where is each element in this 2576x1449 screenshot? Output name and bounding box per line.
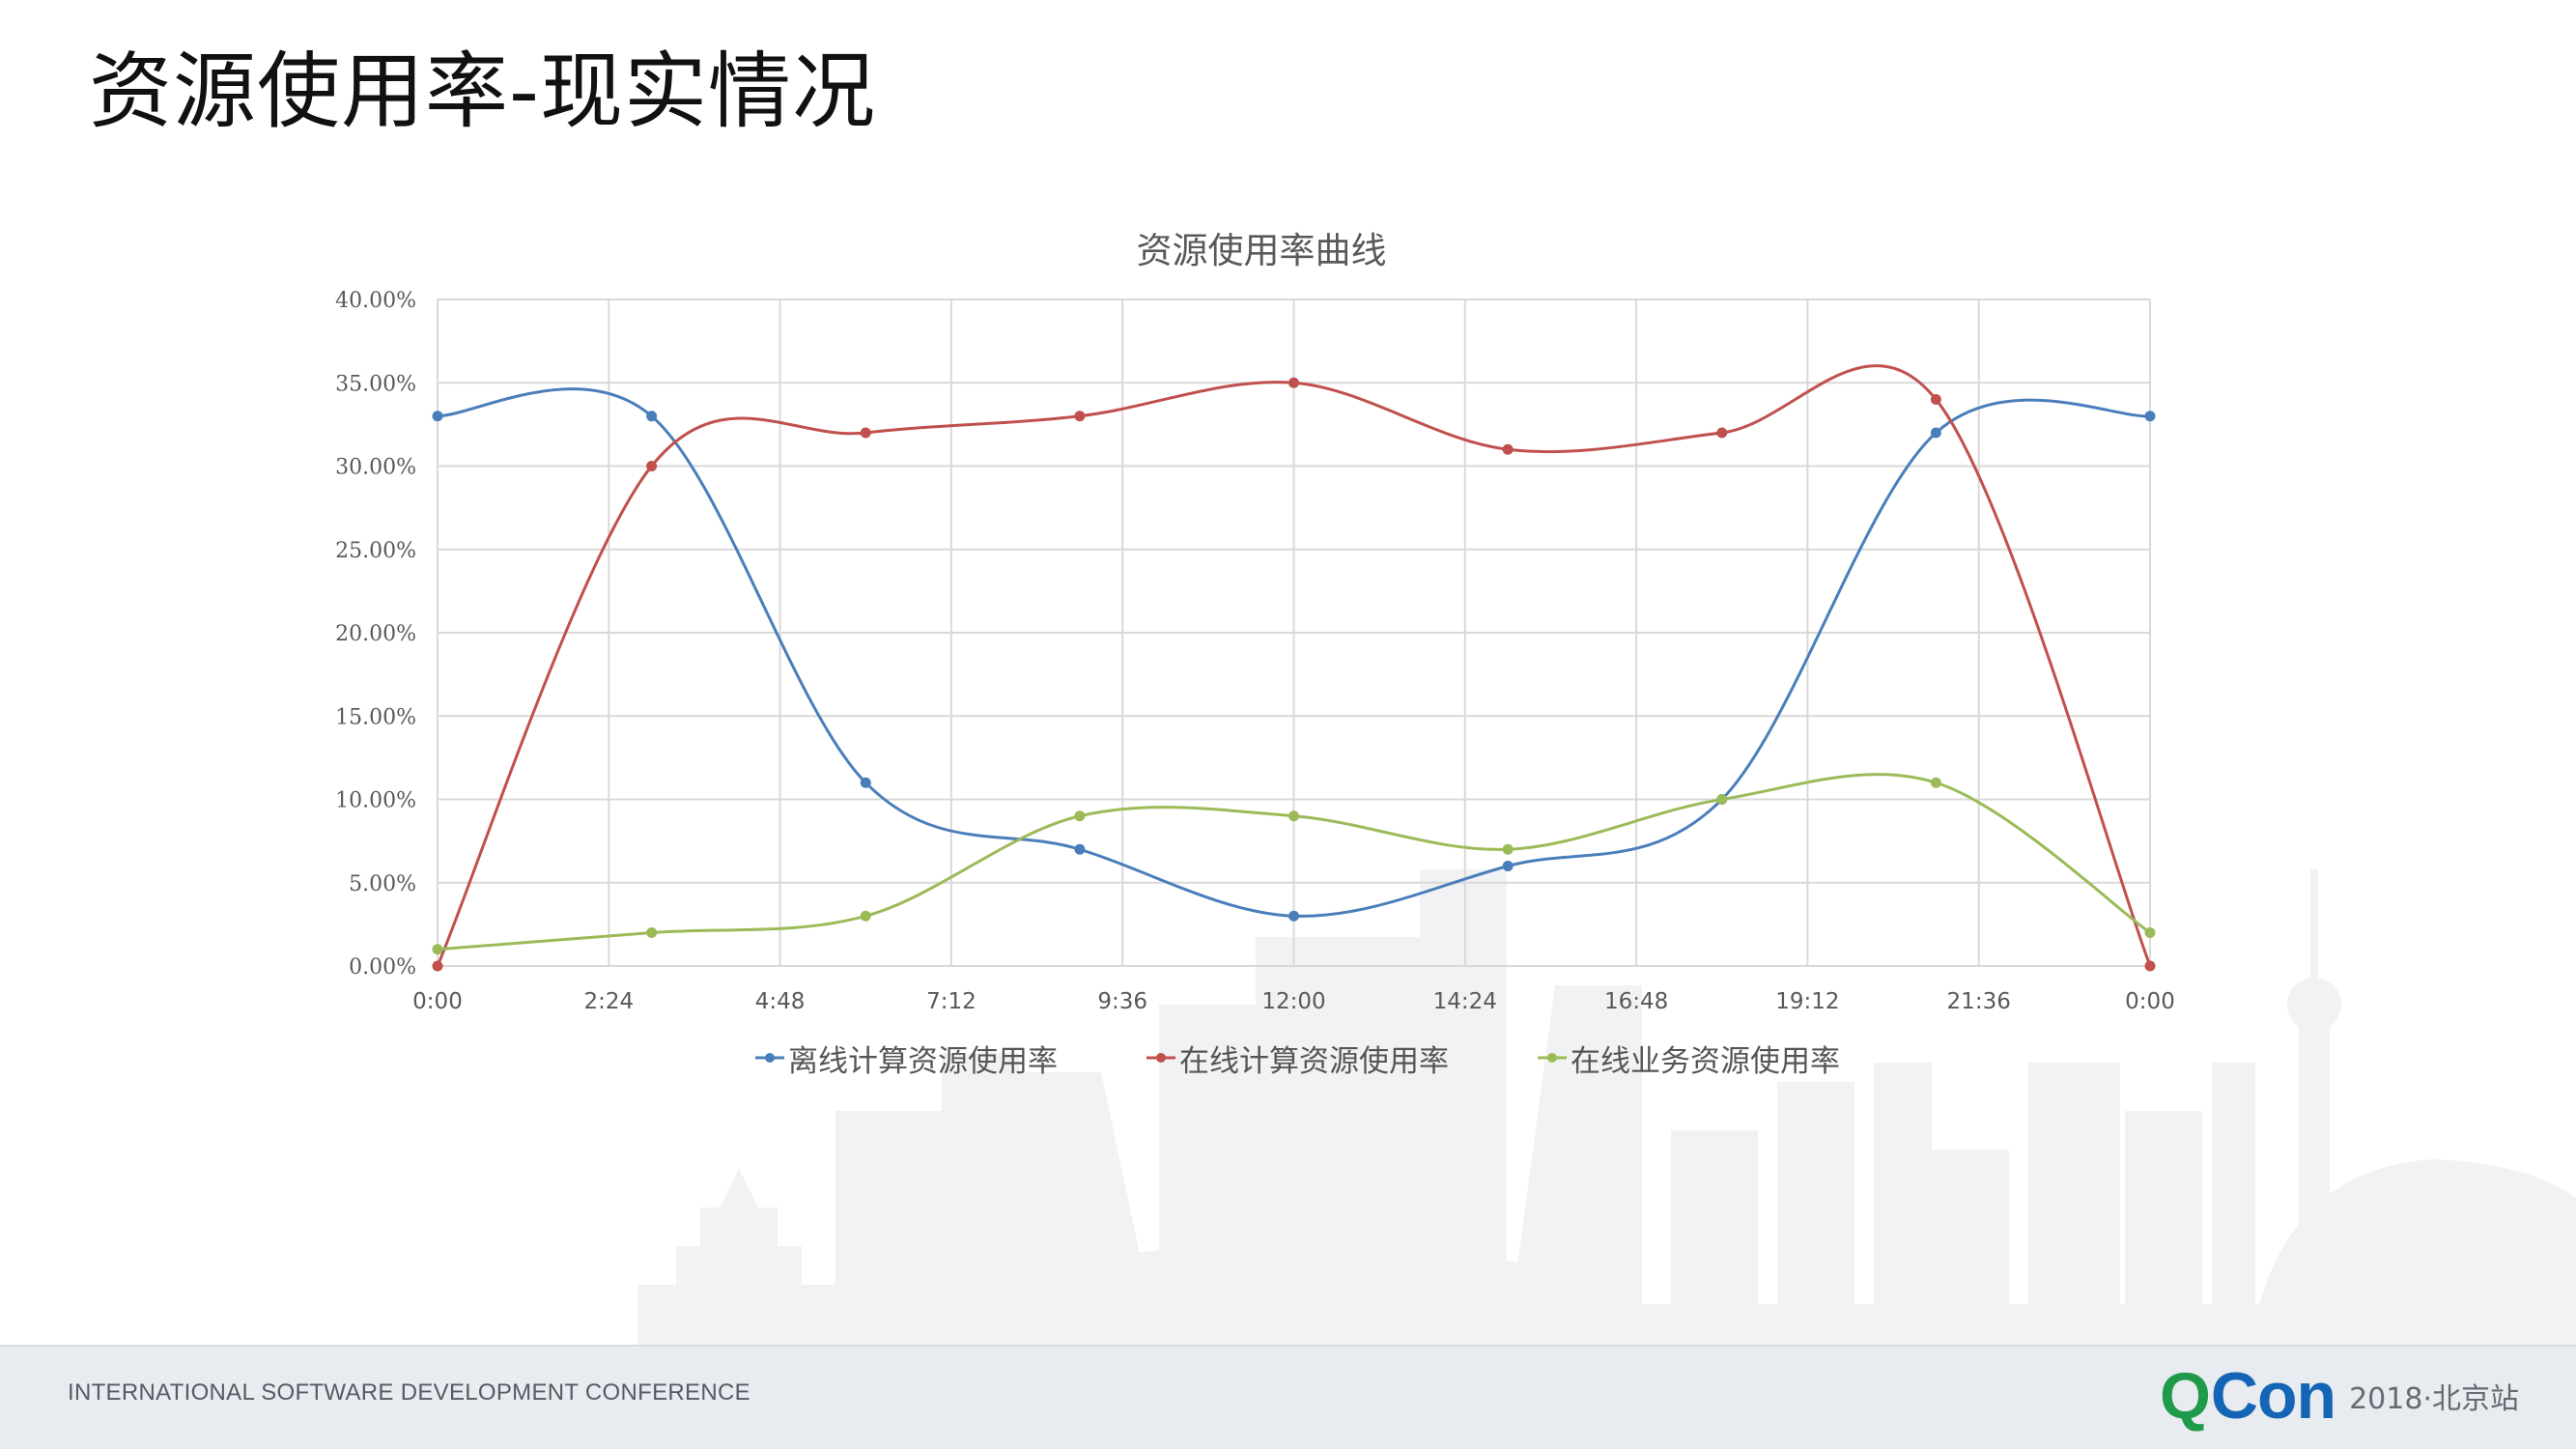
data-point (1930, 777, 1941, 788)
data-point (646, 411, 658, 422)
footer-bar (0, 1345, 2576, 1449)
x-tick-label: 21:36 (1947, 989, 2011, 1014)
x-tick-label: 0:00 (2125, 989, 2175, 1014)
x-tick-label: 2:24 (583, 989, 634, 1014)
legend-label-online-compute: 在线计算资源使用率 (1179, 1043, 1449, 1079)
x-tick-label: 7:12 (926, 989, 977, 1014)
chart-gridlines (437, 298, 2151, 967)
y-tick-label: 5.00% (349, 872, 416, 896)
conference-name: INTERNATIONAL SOFTWARE DEVELOPMENT CONFE… (68, 1379, 750, 1406)
y-tick-label: 30.00% (335, 456, 416, 480)
logo-q: Q (2160, 1359, 2211, 1433)
legend-marker-offline-compute (755, 1053, 784, 1063)
data-point (860, 427, 871, 439)
data-point (646, 461, 658, 471)
data-point (432, 944, 443, 955)
data-point (1502, 843, 1514, 855)
data-point (432, 960, 443, 972)
data-point (1288, 910, 1299, 922)
x-tick-label: 0:00 (412, 989, 463, 1014)
legend-label-offline-compute: 离线计算资源使用率 (788, 1043, 1058, 1079)
data-point (2144, 411, 2156, 422)
x-tick-label: 9:36 (1097, 989, 1147, 1014)
y-tick-label: 15.00% (335, 705, 416, 729)
data-point (1930, 394, 1941, 405)
footer-divider (0, 1345, 2576, 1347)
y-tick-label: 25.00% (335, 539, 416, 563)
legend-marker-online-business (1538, 1053, 1567, 1063)
data-point (646, 927, 658, 938)
data-point (1074, 411, 1086, 422)
legend-item-online-business: 在线业务资源使用率 (1538, 1038, 1840, 1079)
legend-label-online-business: 在线业务资源使用率 (1571, 1043, 1840, 1079)
y-tick-label: 10.00% (335, 789, 416, 813)
y-tick-label: 0.00% (349, 955, 416, 980)
series-online-business (432, 773, 2156, 955)
legend-item-offline-compute: 离线计算资源使用率 (755, 1038, 1058, 1079)
qcon-logo: Q Con 2018·北京站 (2160, 1357, 2519, 1435)
y-tick-label: 20.00% (335, 622, 416, 646)
data-point (1288, 810, 1299, 822)
data-point (2144, 927, 2156, 938)
data-point (1716, 427, 1728, 439)
logo-edition: 2018·北京站 (2349, 1382, 2519, 1416)
series-line (437, 773, 2151, 952)
data-point (860, 777, 871, 788)
slide-title: 资源使用率-现实情况 (89, 43, 877, 140)
y-tick-label: 35.00% (335, 372, 416, 396)
data-point (1502, 861, 1514, 871)
data-point (1074, 843, 1086, 855)
x-tick-label: 16:48 (1604, 989, 1668, 1014)
skyline-shapes (637, 869, 2576, 1345)
legend-item-online-compute: 在线计算资源使用率 (1146, 1038, 1449, 1079)
logo-con: Con (2210, 1359, 2336, 1433)
data-point (1288, 377, 1299, 388)
y-tick-label: 40.00% (335, 289, 416, 313)
x-tick-label: 4:48 (755, 989, 806, 1014)
data-point (2144, 960, 2156, 972)
usage-line-chart: 资源使用率曲线 0.00% 5.00% 10.00% 15.00% 20.00% 25.0… (335, 230, 2175, 1014)
x-tick-label: 12:00 (1261, 989, 1325, 1014)
chart-series (432, 364, 2156, 972)
chart-title: 资源使用率曲线 (1137, 230, 1387, 271)
series-online-compute (432, 364, 2156, 972)
data-point (860, 910, 871, 922)
data-point (1930, 427, 1941, 439)
x-tick-label: 19:12 (1775, 989, 1839, 1014)
data-point (1502, 443, 1514, 455)
x-tick-label: 14:24 (1433, 989, 1497, 1014)
data-point (1074, 810, 1086, 822)
data-point (1716, 794, 1728, 805)
data-point (432, 411, 443, 422)
chart-axes: 0.00% 5.00% 10.00% 15.00% 20.00% 25.00% 30.00%… (335, 289, 2175, 1014)
legend-marker-online-compute (1146, 1053, 1175, 1063)
